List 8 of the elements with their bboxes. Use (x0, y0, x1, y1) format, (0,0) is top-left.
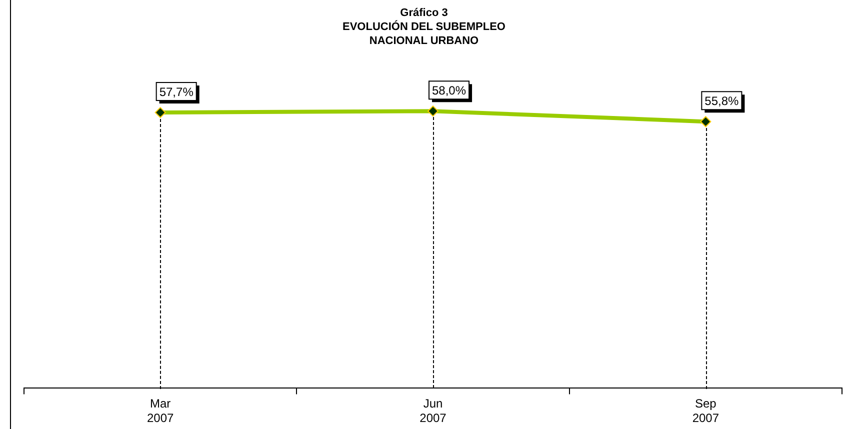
x-tick-label: Sep 2007 (692, 396, 720, 426)
data-label: 55,8% (704, 94, 740, 108)
chart-title: Gráfico 3 (399, 6, 449, 20)
chart-subtitle: EVOLUCIÓN DEL SUBEMPLEO NACIONAL URBANO (342, 20, 506, 48)
data-label: 57,7% (159, 84, 194, 99)
x-tick-label: Jun 2007 (420, 396, 447, 426)
data-label: 58,0% (432, 83, 466, 98)
x-tick-label: Mar 2007 (146, 396, 174, 426)
